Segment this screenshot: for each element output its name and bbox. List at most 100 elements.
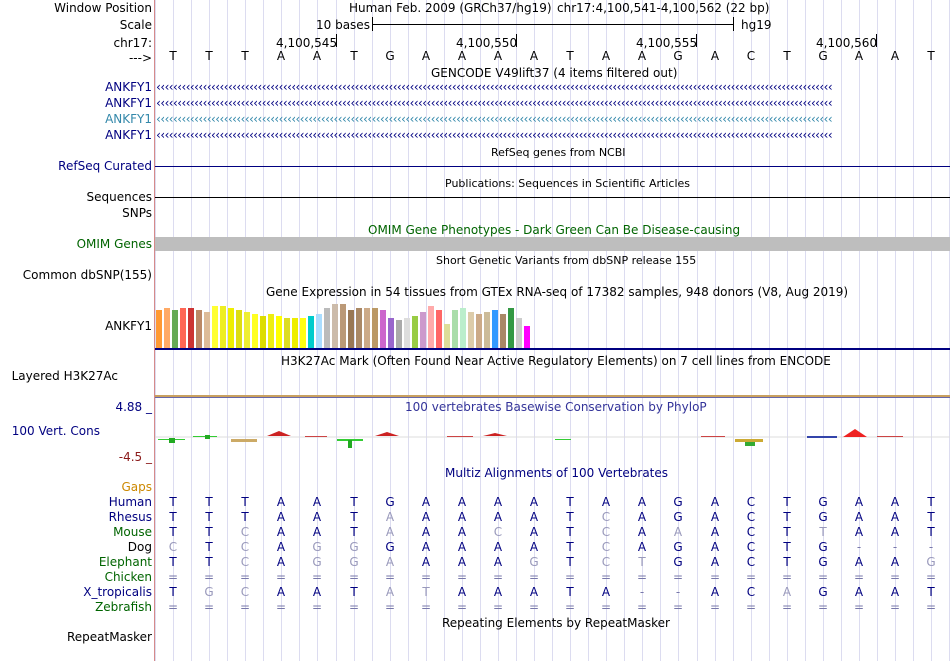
label-omim[interactable]: OMIM Genes (76, 237, 152, 251)
label-sequences[interactable]: Sequences (86, 190, 152, 204)
gtex-barchart[interactable] (156, 300, 536, 348)
label-gencode-1[interactable]: ANKFY1 (105, 80, 152, 94)
alignment-base: = (745, 570, 757, 584)
gtex-tissue-bar[interactable] (228, 308, 234, 348)
gtex-tissue-bar[interactable] (220, 306, 226, 348)
gencode-transcript-2[interactable]: ‹‹‹‹‹‹‹‹‹‹‹‹‹‹‹‹‹‹‹‹‹‹‹‹‹‹‹‹‹‹‹‹‹‹‹‹‹‹‹‹… (155, 97, 950, 111)
gtex-tissue-bar[interactable] (420, 312, 426, 348)
alignment-base: A (854, 495, 864, 509)
gtex-tissue-bar[interactable] (452, 310, 458, 348)
gtex-tissue-bar[interactable] (372, 308, 378, 348)
gtex-tissue-bar[interactable] (380, 310, 386, 348)
multiz-track-title: Multiz Alignments of 100 Vertebrates (445, 466, 669, 480)
omim-gene-bar[interactable] (155, 237, 950, 251)
gtex-tissue-bar[interactable] (436, 310, 442, 348)
label-phylop[interactable]: 100 Vert. Cons (11, 424, 100, 438)
gtex-tissue-bar[interactable] (388, 318, 394, 348)
label-refseq[interactable]: RefSeq Curated (58, 159, 152, 173)
alignment-base: A (312, 525, 322, 539)
gtex-tissue-bar[interactable] (404, 318, 410, 348)
strand-arrows: ‹‹‹‹‹‹‹‹‹‹‹‹‹‹‹‹‹‹‹‹‹‹‹‹‹‹‹‹‹‹‹‹‹‹‹‹‹‹‹‹… (155, 113, 834, 126)
gtex-tissue-bar[interactable] (364, 308, 370, 348)
alignment-base: = (420, 570, 432, 584)
label-gtex-gene[interactable]: ANKFY1 (105, 319, 152, 333)
gtex-tissue-bar[interactable] (276, 316, 282, 348)
alignment-base: T (638, 555, 646, 569)
alignment-base: A (457, 495, 467, 509)
gridline (570, 0, 571, 661)
gtex-tissue-bar[interactable] (428, 306, 434, 348)
gridline (769, 0, 770, 661)
gtex-tissue-bar[interactable] (252, 314, 258, 348)
gtex-tissue-bar[interactable] (212, 306, 218, 348)
gtex-tissue-bar[interactable] (268, 314, 274, 348)
gtex-tissue-bar[interactable] (244, 312, 250, 348)
refseq-gene-line[interactable] (155, 166, 950, 167)
gtex-tissue-bar[interactable] (180, 308, 186, 348)
sequences-line[interactable] (155, 197, 950, 198)
gtex-tissue-bar[interactable] (476, 314, 482, 348)
gtex-tissue-bar[interactable] (460, 308, 466, 348)
gencode-transcript-3[interactable]: ‹‹‹‹‹‹‹‹‹‹‹‹‹‹‹‹‹‹‹‹‹‹‹‹‹‹‹‹‹‹‹‹‹‹‹‹‹‹‹‹… (155, 113, 950, 127)
gtex-tissue-bar[interactable] (500, 314, 506, 348)
alignment-base: A (529, 495, 539, 509)
label-gencode-3[interactable]: ANKFY1 (105, 112, 152, 126)
gtex-tissue-bar[interactable] (300, 318, 306, 348)
gtex-tissue-bar[interactable] (316, 314, 322, 348)
alignment-base: C (240, 585, 250, 599)
gtex-tissue-bar[interactable] (332, 304, 338, 348)
label-gencode-4[interactable]: ANKFY1 (105, 128, 152, 142)
sequence-base: G (385, 49, 395, 63)
gtex-tissue-bar[interactable] (356, 308, 362, 348)
label-repeatmasker[interactable]: RepeatMasker (66, 630, 152, 644)
gtex-tissue-bar[interactable] (308, 316, 314, 348)
gtex-tissue-bar[interactable] (492, 310, 498, 348)
alignment-base: T (927, 585, 935, 599)
alignment-base: C (240, 525, 250, 539)
h3k27ac-signal[interactable] (155, 395, 950, 397)
gtex-tissue-bar[interactable] (516, 318, 522, 348)
gridline (227, 0, 228, 661)
label-h3k27ac[interactable]: Layered H3K27Ac (11, 369, 118, 383)
gtex-tissue-bar[interactable] (324, 308, 330, 348)
gtex-tissue-bar[interactable] (236, 310, 242, 348)
label-gencode-2[interactable]: ANKFY1 (105, 96, 152, 110)
label-phylop-min: -4.5 _ (118, 450, 152, 464)
gencode-transcript-1[interactable]: ‹‹‹‹‹‹‹‹‹‹‹‹‹‹‹‹‹‹‹‹‹‹‹‹‹‹‹‹‹‹‹‹‹‹‹‹‹‹‹‹… (155, 81, 950, 95)
alignment-base: A (421, 540, 431, 554)
alignment-base: A (421, 495, 431, 509)
gtex-tissue-bar[interactable] (172, 310, 178, 348)
gtex-tissue-bar[interactable] (396, 320, 402, 348)
gridline (859, 0, 860, 661)
gtex-tissue-bar[interactable] (196, 310, 202, 348)
phylop-conservation-plot[interactable] (155, 424, 950, 452)
scale-bar-left (372, 17, 373, 31)
gridline (299, 0, 300, 661)
gridline (534, 0, 535, 661)
phylop-bar-6 (447, 436, 473, 437)
gtex-tissue-bar[interactable] (292, 318, 298, 348)
gtex-tissue-bar[interactable] (188, 308, 194, 348)
label-snps[interactable]: SNPs (122, 206, 152, 220)
gtex-tissue-bar[interactable] (340, 304, 346, 348)
alignment-base: A (529, 540, 539, 554)
strand-arrows: ‹‹‹‹‹‹‹‹‹‹‹‹‹‹‹‹‹‹‹‹‹‹‹‹‹‹‹‹‹‹‹‹‹‹‹‹‹‹‹‹… (155, 81, 834, 94)
gencode-transcript-4[interactable]: ‹‹‹‹‹‹‹‹‹‹‹‹‹‹‹‹‹‹‹‹‹‹‹‹‹‹‹‹‹‹‹‹‹‹‹‹‹‹‹‹… (155, 129, 950, 143)
gtex-tissue-bar[interactable] (204, 312, 210, 348)
gtex-tissue-bar[interactable] (468, 312, 474, 348)
gtex-tissue-bar[interactable] (412, 316, 418, 348)
gtex-tissue-bar[interactable] (164, 308, 170, 348)
gtex-tissue-bar[interactable] (348, 310, 354, 348)
alignment-base: G (818, 510, 828, 524)
gtex-tissue-bar[interactable] (284, 318, 290, 348)
sequence-base: A (854, 49, 864, 63)
alignment-base: T (566, 495, 574, 509)
label-dbsnp[interactable]: Common dbSNP(155) (22, 268, 152, 282)
gtex-tissue-bar[interactable] (156, 310, 162, 348)
gtex-tissue-bar[interactable] (508, 308, 514, 348)
browser-image[interactable]: Human Feb. 2009 (GRCh37/hg19) chr17:4,10… (155, 0, 950, 661)
gtex-tissue-bar[interactable] (524, 326, 530, 348)
gtex-tissue-bar[interactable] (260, 316, 266, 348)
gtex-tissue-bar[interactable] (444, 324, 450, 348)
gtex-tissue-bar[interactable] (484, 312, 490, 348)
